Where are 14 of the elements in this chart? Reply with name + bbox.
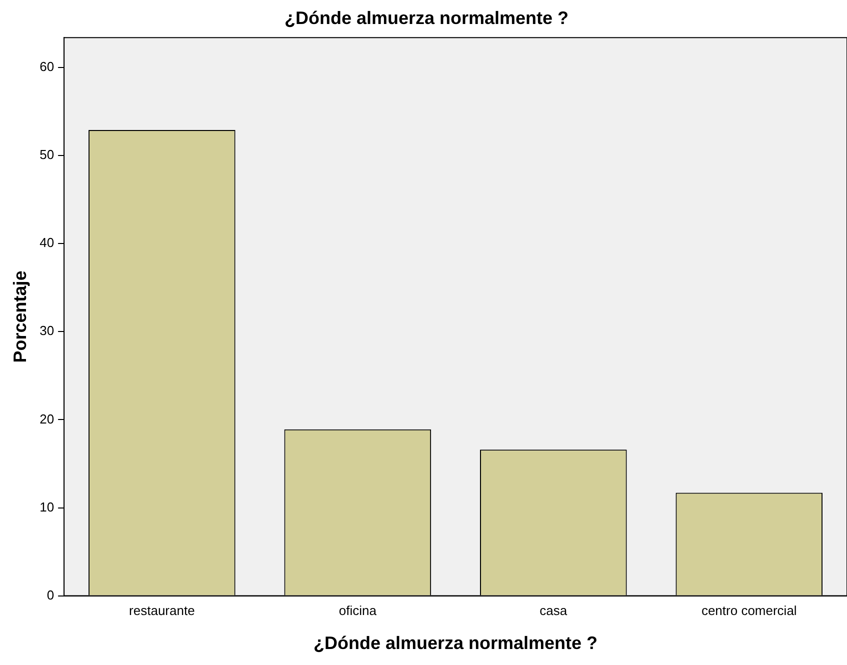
y-axis-title: Porcentaje: [10, 270, 30, 363]
y-tick-label: 40: [40, 235, 54, 250]
x-axis-title: ¿Dónde almuerza normalmente ?: [314, 633, 598, 654]
x-tick-label: oficina: [338, 603, 378, 618]
x-tick-label: centro comercial: [701, 603, 797, 618]
x-tick-label: casa: [540, 603, 568, 618]
y-tick-label: 10: [40, 499, 54, 514]
y-tick-label: 20: [40, 411, 54, 426]
x-tick-label: restaurante: [129, 603, 195, 618]
y-tick-label: 60: [40, 59, 54, 74]
chart-title: ¿Dónde almuerza normalmente ?: [284, 8, 569, 28]
y-tick-label: 50: [40, 147, 54, 162]
y-tick-label: 0: [46, 587, 54, 602]
y-tick-label: 30: [40, 323, 54, 338]
